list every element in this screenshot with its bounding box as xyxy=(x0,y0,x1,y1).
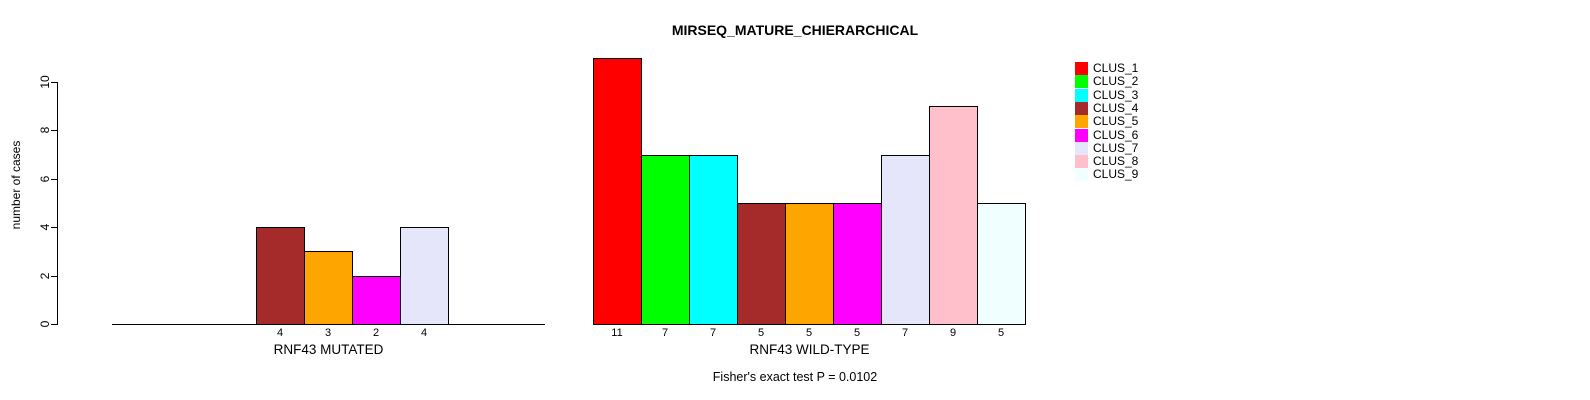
bar-clus_9 xyxy=(977,203,1026,325)
bar-clus_8 xyxy=(929,106,978,325)
legend-label: CLUS_7 xyxy=(1093,140,1139,155)
bar-value-label: 9 xyxy=(949,327,957,339)
y-tick-mark xyxy=(51,227,57,229)
bar-value-label: 5 xyxy=(757,327,765,339)
bar-clus_5 xyxy=(785,203,834,325)
bar-clus_7 xyxy=(881,155,930,325)
legend-label: CLUS_3 xyxy=(1093,87,1139,102)
group-label: RNF43 MUTATED xyxy=(273,342,384,357)
legend-item: CLUS_7 xyxy=(1075,140,1139,155)
y-tick-mark xyxy=(51,82,57,83)
bar-clus_6 xyxy=(352,276,401,325)
y-tick-label: 0 xyxy=(38,320,52,328)
legend-label: CLUS_8 xyxy=(1093,154,1139,169)
bar-value-label: 2 xyxy=(372,327,380,339)
bar-clus_2 xyxy=(641,155,690,325)
bar-clus_4 xyxy=(737,203,786,325)
legend-swatch-clus_7 xyxy=(1075,141,1088,155)
legend-item: CLUS_2 xyxy=(1075,74,1139,89)
bar-clus_6 xyxy=(833,203,882,325)
legend-swatch-clus_1 xyxy=(1075,62,1088,75)
legend-item: CLUS_1 xyxy=(1075,62,1138,75)
fisher-test-annotation: Fisher's exact test P = 0.0102 xyxy=(712,370,878,384)
legend-swatch-clus_6 xyxy=(1075,128,1088,142)
y-axis-line xyxy=(57,82,58,325)
bar-value-label: 7 xyxy=(709,327,717,339)
bar-value-label: 7 xyxy=(901,327,909,339)
legend-item: CLUS_5 xyxy=(1075,114,1139,129)
bar-clus_4 xyxy=(256,227,305,325)
legend-label: CLUS_4 xyxy=(1093,100,1139,115)
legend-item: CLUS_6 xyxy=(1075,127,1139,142)
y-tick-label: 8 xyxy=(38,127,52,134)
legend-swatch-clus_9 xyxy=(1075,168,1088,182)
legend-item: CLUS_8 xyxy=(1075,154,1139,169)
bar-clus_3 xyxy=(689,155,738,325)
bar-value-label: 11 xyxy=(611,327,623,339)
legend-swatch-clus_8 xyxy=(1075,155,1088,169)
legend-label: CLUS_6 xyxy=(1093,127,1139,142)
y-tick-mark xyxy=(51,178,57,180)
legend-item: CLUS_4 xyxy=(1075,100,1139,115)
bar-value-label: 5 xyxy=(997,327,1005,339)
bar-value-label: 5 xyxy=(853,327,861,339)
legend-label: CLUS_2 xyxy=(1093,74,1139,89)
legend-item: CLUS_9 xyxy=(1075,167,1139,182)
legend-item: CLUS_3 xyxy=(1075,87,1139,102)
bar-value-label: 5 xyxy=(805,327,813,339)
bar-value-label: 4 xyxy=(276,327,284,339)
legend-swatch-clus_4 xyxy=(1075,101,1088,115)
y-tick-label: 10 xyxy=(38,75,52,89)
legend-swatch-clus_2 xyxy=(1075,75,1088,89)
y-tick-label: 6 xyxy=(38,175,52,183)
chart-title: MIRSEQ_MATURE_CHIERARCHICAL xyxy=(671,22,919,38)
y-tick-label: 4 xyxy=(38,223,52,231)
y-axis-label: number of cases xyxy=(9,140,23,230)
y-tick-mark xyxy=(51,130,57,132)
legend-label: CLUS_9 xyxy=(1093,167,1139,182)
bar-value-label: 4 xyxy=(420,327,428,339)
bar-value-label: 7 xyxy=(661,327,669,339)
legend-swatch-clus_5 xyxy=(1075,115,1088,129)
bar-clus_7 xyxy=(400,227,449,325)
legend-label: CLUS_1 xyxy=(1093,61,1139,75)
group-label: RNF43 WILD-TYPE xyxy=(749,342,870,357)
legend-swatch-clus_3 xyxy=(1075,88,1088,102)
bar-value-label: 3 xyxy=(324,327,332,339)
y-tick-mark xyxy=(51,275,57,277)
legend-label: CLUS_5 xyxy=(1093,114,1139,129)
y-tick-label: 2 xyxy=(38,272,52,279)
bar-clus_1 xyxy=(593,58,642,325)
y-tick-mark xyxy=(51,324,57,325)
bar-clus_5 xyxy=(304,251,353,325)
